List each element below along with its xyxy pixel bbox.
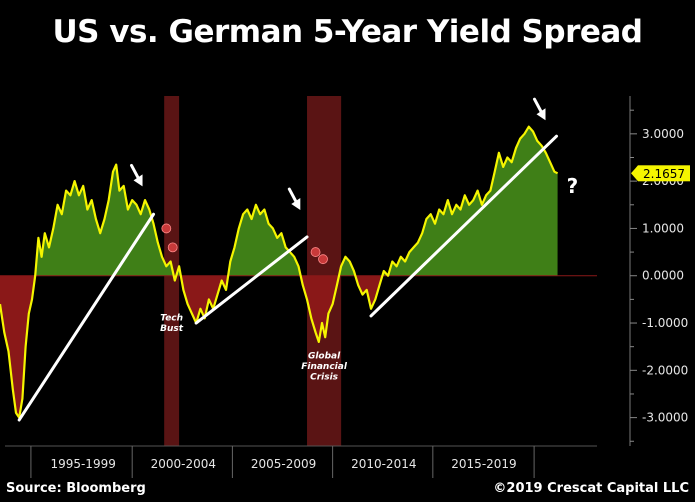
y-axis: 3.00002.00001.00000.0000-1.0000-2.0000-3…: [629, 96, 688, 446]
annotation-text: Global Financial Crisis: [301, 352, 348, 383]
recession-band: [307, 96, 342, 446]
event-markers: [161, 223, 328, 265]
arrows: [130, 97, 546, 211]
copyright-note: ©2019 Crescat Capital LLC: [493, 481, 689, 496]
x-tick-label: 2010-2014: [351, 457, 416, 471]
annotation-line: Crisis: [310, 373, 339, 383]
y-tick-label: 3.0000: [642, 127, 684, 141]
annotation-line: Global: [308, 352, 341, 362]
y-tick-label: -3.0000: [642, 411, 688, 425]
y-tick-label: 1.0000: [642, 221, 684, 235]
source-note: Source: Bloomberg: [6, 481, 146, 496]
x-tick-label: 2000-2004: [151, 457, 216, 471]
event-marker: [310, 247, 321, 257]
arrow-head: [291, 198, 301, 211]
x-tick-label: 2015-2019: [451, 457, 516, 471]
chart-title: US vs. German 5-Year Yield Spread: [52, 14, 643, 50]
area-fill: [0, 126, 597, 418]
trendline: [194, 235, 309, 325]
arrow-head: [133, 174, 143, 187]
x-tick-label: 2005-2009: [251, 457, 316, 471]
current-value-label: 2.1657: [643, 167, 685, 181]
annotation-line: Financial: [301, 362, 348, 372]
arrow-icon: [532, 97, 546, 121]
event-marker: [167, 242, 178, 253]
series-line-group: [0, 125, 559, 419]
y-tick-label: -2.0000: [642, 363, 688, 377]
y-tick-label: -1.0000: [642, 316, 688, 330]
arrow-icon: [287, 187, 301, 211]
annotation-text: Tech Bust: [160, 314, 184, 335]
arrow-head: [536, 108, 546, 121]
event-marker: [318, 254, 328, 265]
trendline: [17, 212, 156, 422]
annotation-line: Bust: [160, 324, 184, 334]
x-tick-label: 1995-1999: [50, 457, 115, 471]
current-value-pointer: [631, 165, 638, 182]
current-value-box: [638, 165, 690, 182]
annotation-line: Tech: [160, 314, 183, 324]
event-marker: [161, 223, 172, 234]
annotations: Tech Bust Global Financial Crisis?: [160, 174, 578, 383]
trendlines: [17, 134, 558, 422]
series-line: [0, 125, 559, 419]
x-axis: 1995-1999 2000-2004 2005-2009 2010-2014 2015…: [5, 445, 597, 478]
annotation-line: ?: [567, 174, 579, 198]
trendline: [369, 134, 558, 318]
annotation-text: ?: [567, 174, 579, 198]
positive-area: [35, 126, 558, 276]
y-tick-label: 0.0000: [642, 269, 684, 283]
current-value-marker: 2.1657: [631, 165, 690, 182]
arrow-icon: [130, 163, 143, 187]
